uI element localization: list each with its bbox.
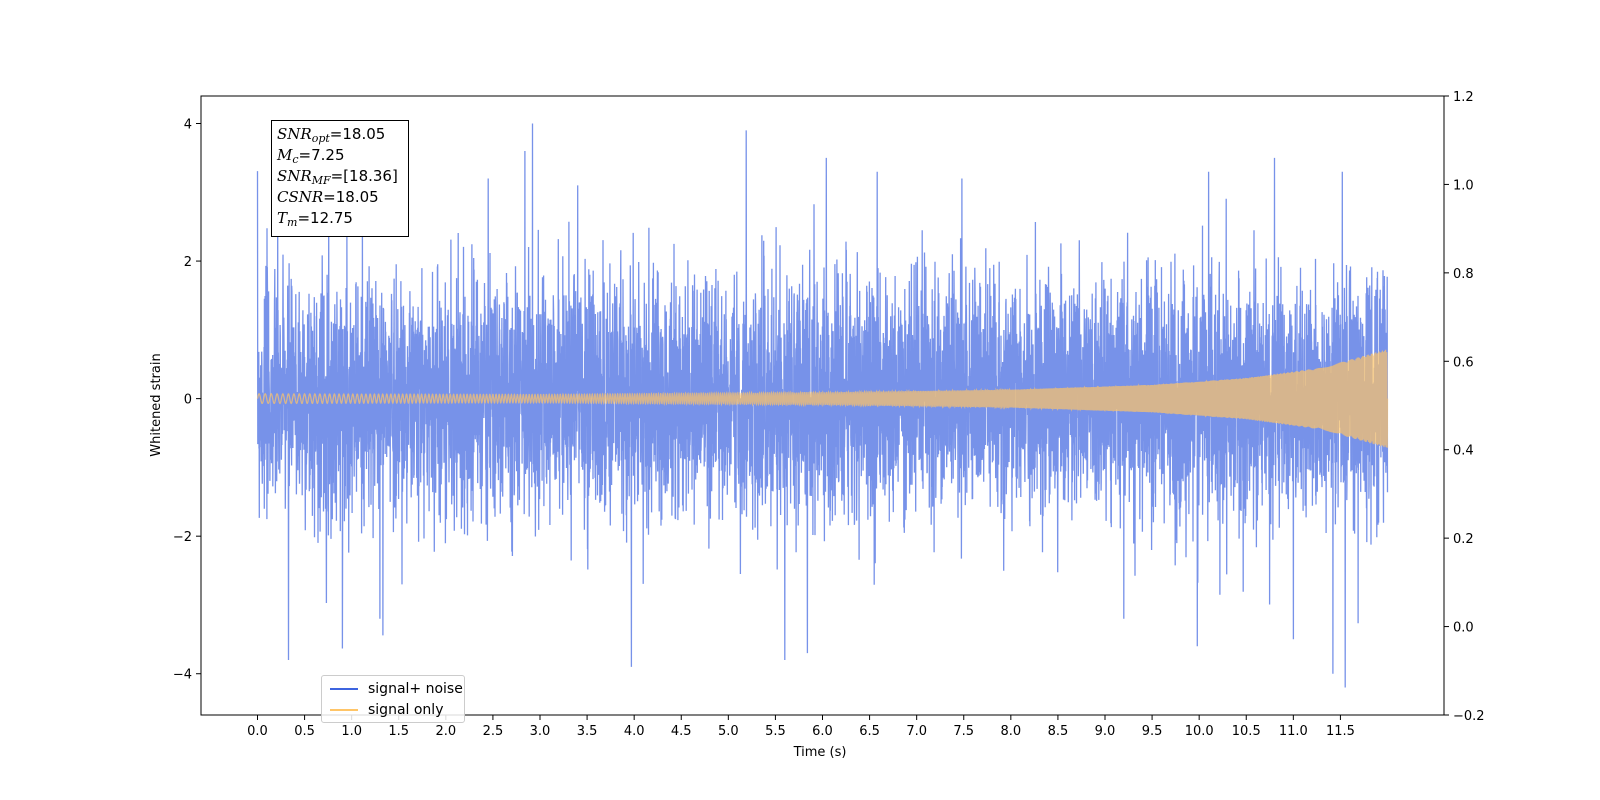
y2-tick-label: 0.6: [1453, 355, 1474, 370]
y-axis-label: Whitened strain: [149, 353, 164, 456]
tm-line: Tm=12.75: [277, 208, 403, 229]
x-tick-label: 9.0: [1095, 724, 1116, 739]
snr-opt-line: SNRopt=18.05: [277, 124, 403, 145]
mc-line: Mc=7.25: [277, 145, 403, 166]
snr-opt-value: =18.05: [329, 125, 386, 143]
legend-swatch-signal-only: [330, 709, 358, 711]
snr-mf-line: SNRMF=[18.36]: [277, 166, 403, 187]
mc-value: =7.25: [298, 146, 345, 164]
y-tick-label: 4: [184, 118, 192, 133]
y2-axis-ticks: 1.2 1.0 0.8 0.6 0.4 0.2 0.0 −0.2: [1444, 90, 1485, 724]
x-tick-label: 5.5: [765, 724, 786, 739]
snr-opt-symbol: SNRopt: [277, 125, 330, 145]
y2-tick-label: 1.2: [1453, 90, 1474, 105]
plot-data-layer: [256, 123, 1389, 688]
x-tick-label: 0.0: [247, 724, 268, 739]
x-tick-label: 1.5: [388, 724, 409, 739]
series-signal-only: [256, 349, 1389, 448]
y2-tick-label: 0.2: [1453, 532, 1474, 547]
x-tick-label: 4.5: [671, 724, 692, 739]
legend-item-signal-noise: signal+ noise: [330, 679, 463, 699]
x-tick-label: 4.0: [624, 724, 645, 739]
y-tick-label: −2: [173, 530, 192, 545]
y2-tick-label: 0.0: [1453, 621, 1474, 636]
y2-tick-label: −0.2: [1453, 709, 1485, 724]
legend-label-signal-only: signal only: [368, 702, 444, 718]
x-tick-label: 2.5: [483, 724, 504, 739]
x-tick-label: 7.5: [953, 724, 974, 739]
x-tick-label: 11.5: [1326, 724, 1355, 739]
y2-tick-label: 1.0: [1453, 178, 1474, 193]
x-tick-label: 9.5: [1142, 724, 1163, 739]
x-tick-label: 6.0: [812, 724, 833, 739]
csnr-value: =18.05: [323, 188, 379, 206]
y2-tick-label: 0.8: [1453, 267, 1474, 282]
x-tick-label: 7.0: [906, 724, 927, 739]
x-tick-label: 3.0: [530, 724, 551, 739]
x-tick-label: 8.0: [1000, 724, 1021, 739]
x-tick-label: 11.0: [1279, 724, 1308, 739]
chart-legend: signal+ noise signal only: [321, 675, 465, 723]
y-tick-label: −4: [173, 668, 192, 683]
tm-symbol: Tm: [277, 209, 298, 229]
snr-mf-value: =[18.36]: [330, 167, 398, 185]
legend-item-signal-only: signal only: [330, 700, 443, 720]
csnr-line: CSNR=18.05: [277, 187, 403, 208]
x-tick-label: 0.5: [294, 724, 315, 739]
x-axis-ticks: 0.0 0.5 1.0 1.5 2.0 2.5 3.0 3.5 4.0 4.5 5.0 5.5 6.0 6…: [247, 715, 1355, 739]
legend-label-signal-noise: signal+ noise: [368, 681, 463, 697]
y-tick-label: 2: [184, 255, 192, 270]
x-tick-label: 6.5: [859, 724, 880, 739]
x-tick-label: 10.5: [1232, 724, 1261, 739]
x-tick-label: 3.5: [577, 724, 598, 739]
series-signal-noise: [256, 123, 1389, 688]
snr-info-box: SNRopt=18.05 Mc=7.25 SNRMF=[18.36] CSNR=…: [271, 120, 409, 237]
x-axis-label: Time (s): [793, 745, 847, 760]
x-tick-label: 10.0: [1185, 724, 1214, 739]
tm-value: =12.75: [297, 209, 353, 227]
csnr-symbol: CSNR: [277, 188, 324, 206]
y-tick-label: 0: [184, 393, 192, 408]
x-tick-label: 5.0: [718, 724, 739, 739]
y2-tick-label: 0.4: [1453, 444, 1474, 459]
legend-swatch-signal-noise: [330, 688, 358, 690]
x-tick-label: 8.5: [1048, 724, 1069, 739]
mc-symbol: Mc: [277, 146, 299, 166]
x-tick-label: 2.0: [435, 724, 456, 739]
x-tick-label: 1.0: [341, 724, 362, 739]
y-axis-ticks: 4 2 0 −2 −4: [173, 118, 201, 683]
snr-mf-symbol: SNRMF: [277, 167, 331, 187]
